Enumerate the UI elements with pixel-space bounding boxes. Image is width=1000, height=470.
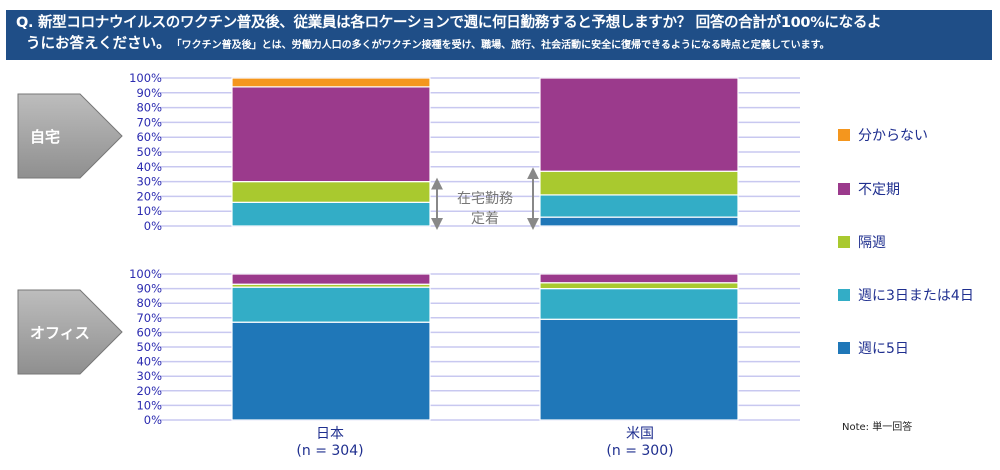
legend-label: 週に5日 <box>858 341 909 357</box>
legend-item: 隔週 <box>838 232 886 252</box>
bar-segment-不定期 <box>539 77 739 172</box>
bar-segment-分からない <box>231 77 431 88</box>
annotation-text: 在宅勤務 <box>457 191 513 207</box>
legend-swatch <box>838 289 850 301</box>
panel-label: オフィス <box>30 324 90 342</box>
y-tick-label: 50% <box>136 145 162 159</box>
y-tick-label: 30% <box>136 175 162 189</box>
bar-segment-週に5日 <box>231 321 431 421</box>
y-tick-label: 100% <box>129 71 162 85</box>
bar-segment-不定期 <box>539 273 739 284</box>
legend-swatch <box>838 236 850 248</box>
legend-label: 不定期 <box>858 182 900 198</box>
x-label-us: 米国 (n = 300) <box>606 426 674 459</box>
legend-item: 分からない <box>838 125 928 145</box>
bar-segment-隔週 <box>231 181 431 203</box>
legend-item: 週に5日 <box>838 338 909 358</box>
y-tick-label: 90% <box>136 282 162 296</box>
y-tick-label: 60% <box>136 130 162 144</box>
legend-item: 週に3日または4日 <box>838 285 974 305</box>
legend-item: 不定期 <box>838 179 900 199</box>
y-tick-label: 90% <box>136 86 162 100</box>
y-tick-label: 100% <box>129 267 162 281</box>
legend-swatch <box>838 129 850 141</box>
question-header: Q. 新型コロナウイルスのワクチン普及後、従業員は各ロケーションで週に何日勤務す… <box>6 10 992 60</box>
question-line-1: Q. 新型コロナウイルスのワクチン普及後、従業員は各ロケーションで週に何日勤務す… <box>16 15 882 31</box>
bar-segment-週に5日 <box>539 216 739 227</box>
panel-arrow-shape <box>17 289 123 375</box>
y-tick-label: 30% <box>136 369 162 383</box>
y-tick-label: 20% <box>136 384 162 398</box>
panel-arrow-shape <box>17 93 123 179</box>
bar-segment-隔週 <box>539 282 739 290</box>
y-tick-label: 70% <box>136 311 162 325</box>
bar-segment-不定期 <box>231 273 431 285</box>
y-tick-label: 10% <box>136 398 162 412</box>
legend-label: 分からない <box>858 128 928 144</box>
legend-label: 週に3日または4日 <box>858 288 974 304</box>
y-tick-label: 40% <box>136 160 162 174</box>
y-tick-label: 40% <box>136 355 162 369</box>
legend-swatch <box>838 342 850 354</box>
y-tick-label: 10% <box>136 204 162 218</box>
y-tick-label: 80% <box>136 101 162 115</box>
bar-segment-週に3日または4日 <box>539 288 739 320</box>
bar-segment-週に3日または4日 <box>231 286 431 323</box>
legend-label: 隔週 <box>858 235 886 251</box>
y-tick-label: 20% <box>136 189 162 203</box>
legend-swatch <box>838 183 850 195</box>
bar-segment-週に3日または4日 <box>231 201 431 227</box>
bar-segment-週に5日 <box>539 318 739 421</box>
bar-segment-週に3日または4日 <box>539 194 739 218</box>
y-tick-label: 50% <box>136 340 162 354</box>
y-tick-label: 0% <box>144 219 162 233</box>
x-label-japan: 日本 (n = 304) <box>296 426 364 459</box>
y-tick-label: 70% <box>136 115 162 129</box>
y-tick-label: 80% <box>136 296 162 310</box>
annotation-text: 定着 <box>471 211 499 227</box>
y-tick-label: 0% <box>144 413 162 427</box>
y-tick-label: 60% <box>136 325 162 339</box>
footnote: Note: 単一回答 <box>842 422 913 433</box>
question-line-2: うにお答えください。 <box>26 36 171 52</box>
panel-label: 自宅 <box>30 128 60 146</box>
question-definition-note: 「ワクチン普及後」とは、労働力人口の多くがワクチン接種を受け、職場、旅行、社会活… <box>176 40 830 51</box>
bar-segment-不定期 <box>231 86 431 183</box>
bar-segment-隔週 <box>539 170 739 196</box>
